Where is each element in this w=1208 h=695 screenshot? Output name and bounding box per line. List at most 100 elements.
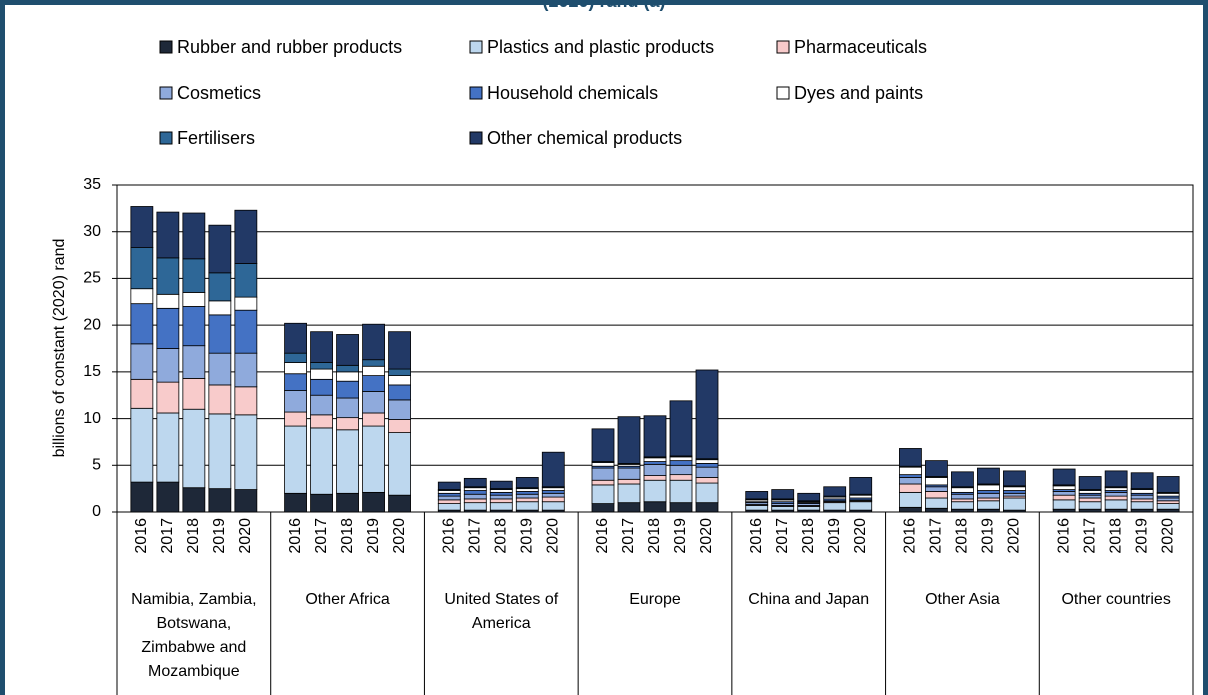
bar-segment [284, 362, 307, 375]
bar-segment [771, 489, 795, 500]
bar-segment [336, 334, 359, 366]
bar-segment [797, 505, 821, 511]
bar-segment [182, 292, 206, 307]
bar-segment [1003, 490, 1026, 494]
bar-segment [130, 206, 154, 248]
bar-segment [388, 375, 411, 386]
bar-segment [208, 272, 232, 302]
bar-segment [1156, 500, 1180, 504]
bar-segment [234, 414, 258, 490]
bar-segment [208, 384, 232, 415]
bar-segment [208, 300, 232, 316]
x-tick-label: 2018 [185, 518, 202, 554]
bar-segment [182, 306, 206, 347]
bar-segment [951, 493, 974, 500]
bar-segment [1104, 491, 1128, 497]
y-tick-label: 20 [83, 316, 101, 333]
bar-segment [695, 466, 719, 478]
bar-segment [1130, 508, 1154, 513]
bar-segment [156, 257, 180, 295]
bar-segment [182, 258, 206, 293]
bar-segment [695, 459, 719, 464]
bar-segment [669, 479, 693, 504]
bar-segment [362, 375, 385, 392]
group-label: China and Japan [748, 591, 870, 608]
bar-segment [208, 413, 232, 490]
bar-segment [234, 352, 258, 388]
bar-segment [1052, 485, 1076, 490]
group-label: Other Africa [305, 591, 390, 608]
bar-segment [1156, 508, 1180, 513]
bar-segment [977, 492, 1000, 499]
bar-segment [617, 416, 641, 464]
x-tick-label: 2019 [980, 518, 997, 554]
bar-segment [208, 352, 232, 386]
legend-label: Cosmetics [177, 83, 261, 103]
bar-segment [130, 481, 154, 513]
bar-segment [643, 461, 667, 465]
bar-segment [951, 501, 974, 510]
x-tick-label: 2016 [441, 518, 458, 554]
bar-segment [284, 425, 307, 494]
legend-swatch [159, 40, 173, 54]
bar-segment [925, 497, 948, 509]
chart-title: (2020) rand (a) [542, 0, 665, 11]
x-tick-label: 2016 [287, 518, 304, 554]
bar-segment [310, 378, 333, 396]
bar-segment [182, 212, 206, 260]
y-axis-label: billions of constant (2020) rand [51, 239, 68, 458]
bar-segment [1130, 472, 1154, 490]
bar-segment [617, 467, 641, 480]
bar-segment [284, 352, 307, 363]
bar-segment [591, 503, 615, 513]
x-tick-label: 2017 [620, 518, 637, 554]
bar-segment [336, 397, 359, 419]
legend-swatch [469, 131, 483, 145]
bar-segment [463, 490, 487, 495]
y-tick-label: 10 [83, 410, 101, 427]
bar-segment [463, 477, 487, 488]
bar-segment [591, 462, 615, 467]
bar-segment [745, 491, 769, 500]
bar-segment [515, 491, 539, 495]
bar-segment [234, 489, 258, 513]
bar-segment [643, 415, 667, 458]
bar-segment [336, 371, 359, 382]
bar-segment [208, 488, 232, 513]
x-tick-label: 2019 [365, 518, 382, 554]
bar-segment [284, 373, 307, 391]
bar-segment [591, 467, 615, 481]
bar-segment [130, 303, 154, 345]
bar-segment [336, 380, 359, 399]
bar-segment [489, 502, 513, 511]
bar-segment [899, 466, 922, 476]
legend-label: Rubber and rubber products [177, 37, 402, 57]
x-tick-label: 2020 [698, 518, 715, 554]
bar-segment [1156, 503, 1180, 510]
bar-segment [156, 307, 180, 349]
bar-segment [336, 492, 359, 513]
bar-segment [643, 463, 667, 476]
x-tick-label: 2018 [493, 518, 510, 554]
bar-segment [1104, 470, 1128, 488]
legend-label: Pharmaceuticals [794, 37, 927, 57]
bar-segment [388, 432, 411, 496]
legend-swatch [159, 86, 173, 100]
x-tick-label: 2018 [1107, 518, 1124, 554]
bar-segment [156, 293, 180, 309]
bar-segment [1104, 487, 1128, 491]
bar-segment [669, 460, 693, 466]
bar-segment [1156, 476, 1180, 493]
x-tick-label: 2016 [748, 518, 765, 554]
legend-label: Dyes and paints [794, 83, 923, 103]
bar-segment [234, 209, 258, 264]
bar-segment [617, 502, 641, 513]
bar-segment [823, 486, 847, 497]
bar-segment [541, 492, 565, 498]
bar-segment [388, 384, 411, 401]
bar-segment [515, 493, 539, 499]
legend-swatch [776, 40, 790, 54]
bar-segment [669, 474, 693, 481]
bar-segment [388, 399, 411, 420]
bar-segment [388, 419, 411, 433]
